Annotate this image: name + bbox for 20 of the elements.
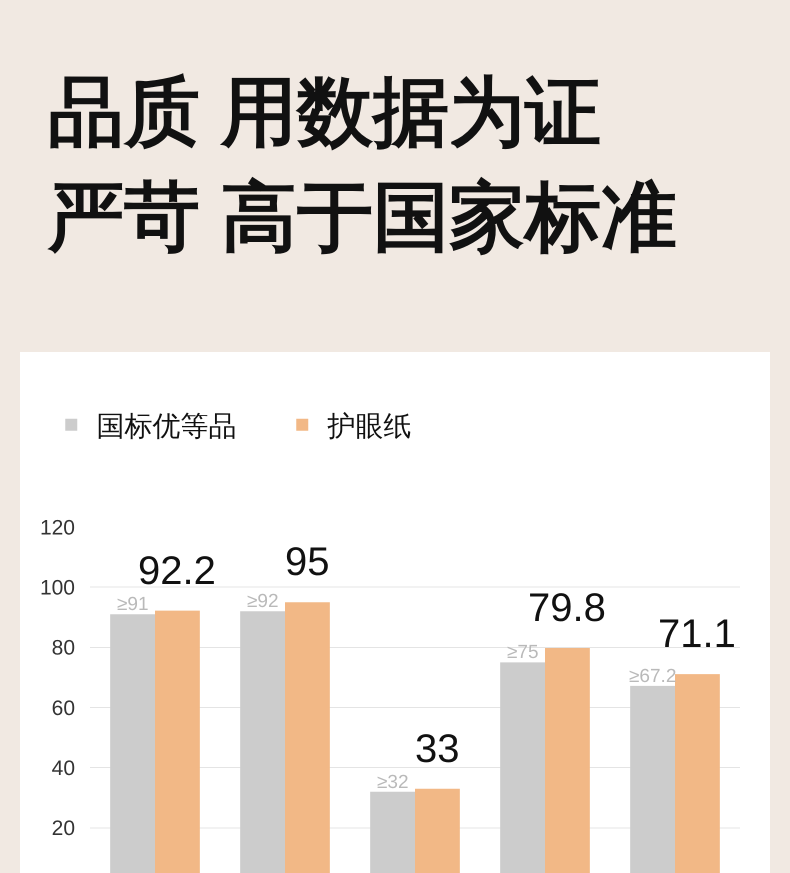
data-label: ≥32 [377, 772, 409, 793]
data-label: 79.8 [528, 586, 606, 630]
data-label: 71.1 [658, 612, 736, 656]
y-tick-label: 120 [40, 516, 75, 540]
chart-title: 品质 用数据为证 [48, 69, 602, 157]
data-label: 95 [285, 540, 330, 584]
data-label: ≥91 [117, 594, 149, 615]
y-tick-label: 80 [52, 636, 75, 660]
legend-label: 国标优等品 [96, 410, 236, 442]
y-tick-label: 100 [40, 576, 75, 600]
data-label: ≥75 [507, 642, 539, 663]
data-label: 33 [415, 727, 460, 771]
data-label: ≥67.2 [629, 666, 676, 687]
y-tick-label: 20 [52, 817, 75, 840]
data-label: 92.2 [138, 549, 216, 593]
y-tick-label: 40 [52, 757, 75, 780]
chart-subtitle: 严苛 高于国家标准 [48, 174, 678, 262]
y-tick-label: 60 [52, 696, 75, 720]
data-label: ≥92 [247, 591, 279, 612]
legend-label: 护眼纸 [326, 410, 412, 442]
